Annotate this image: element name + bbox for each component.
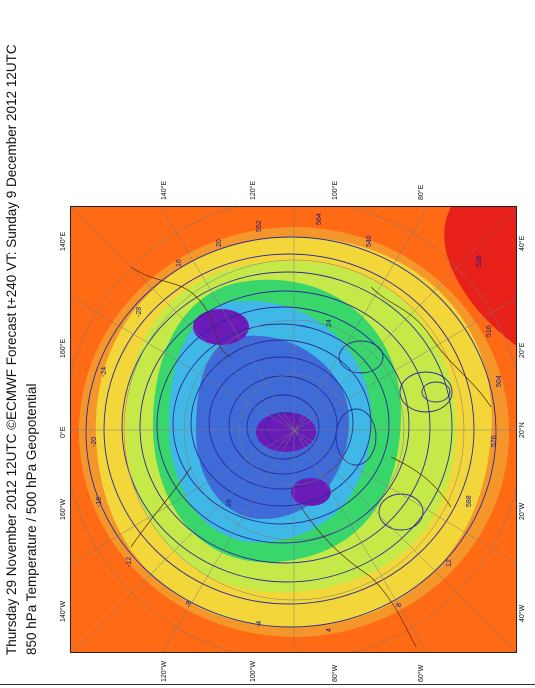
contour-label: -28 — [136, 307, 143, 317]
tick-bottom-3: 80°W — [332, 664, 339, 682]
contour-label: 504 — [496, 375, 503, 387]
coastline-2 — [370, 286, 492, 408]
tick-right-5: 40°W — [519, 604, 526, 622]
tick-bottom-4: 60°W — [418, 664, 425, 682]
tick-top-2: 120°E — [250, 180, 257, 200]
contour-label: -4 — [256, 621, 263, 627]
contour-label: 28 — [226, 499, 233, 507]
tick-top-1: 140°E — [161, 180, 168, 200]
contour-3 — [121, 271, 453, 583]
map-canvas: 552 564 540 528 516 504 576 588 12 8 4 -4 -8 -12 -16 -2… — [71, 207, 516, 652]
coastline-1 — [130, 266, 232, 358]
contour-label: 552 — [256, 220, 263, 232]
contour-label: 528 — [476, 255, 483, 267]
graticule — [71, 207, 516, 652]
contour-label: 20 — [216, 239, 223, 247]
contour-labels: 552 564 540 528 516 504 576 588 12 8 4 -4 -8 -12 -16 -2… — [91, 213, 503, 632]
geopotential-contours — [85, 236, 497, 628]
bottom-rule — [0, 684, 535, 685]
coastline-5 — [390, 456, 452, 508]
coastline-4 — [130, 466, 192, 548]
tick-left-4: 160°W — [60, 498, 67, 520]
contour-4 — [139, 290, 431, 564]
contour-2 — [103, 253, 475, 605]
contour-label: 12 — [446, 559, 453, 567]
contour-label: 16 — [176, 259, 183, 267]
contour-label: 516 — [486, 325, 493, 337]
graticule-meridian-8 — [71, 297, 516, 565]
contour-10 — [246, 394, 320, 460]
tick-left-3: 0°E — [60, 426, 67, 438]
tick-bottom-2: 100°W — [250, 660, 257, 682]
temp-field-deep-cold-3 — [291, 478, 331, 506]
tick-left-5: 140°W — [60, 600, 67, 622]
map-title: Thursday 29 November 2012 12UTC ©ECMWF F… — [4, 44, 19, 655]
contour-8 — [208, 356, 354, 490]
contour-5 — [156, 306, 410, 544]
contour-label: -8 — [186, 601, 193, 607]
contour-label: 564 — [316, 213, 323, 225]
map-subtitle: 850 hPa Temperature / 500 hPa Geopotenti… — [24, 383, 39, 655]
temp-field-deep-cold-1 — [193, 309, 249, 345]
title-block: Thursday 29 November 2012 12UTC ©ECMWF F… — [0, 0, 48, 688]
coastlines — [130, 266, 492, 648]
contour-11 — [264, 412, 302, 446]
contour-low-2 — [399, 371, 453, 413]
tick-right-4: 20°W — [519, 502, 526, 520]
contour-label: -24 — [101, 367, 108, 377]
weather-map: 552 564 540 528 516 504 576 588 12 8 4 -4 -8 -12 -16 -2… — [70, 206, 517, 653]
tick-left-1: 140°E — [60, 231, 67, 251]
contour-label: 588 — [466, 495, 473, 507]
contour-label: -20 — [91, 437, 98, 447]
contour-label: 24 — [326, 319, 333, 327]
contour-label: 576 — [491, 435, 498, 447]
tick-right-1: 40°E — [519, 235, 526, 251]
tick-top-4: 80°E — [418, 184, 425, 200]
tick-left-2: 160°E — [60, 338, 67, 358]
contour-1 — [85, 236, 497, 628]
coastline-3 — [300, 506, 417, 648]
contour-low-4 — [335, 408, 377, 466]
contour-label: 4 — [326, 628, 333, 632]
contour-low-1 — [338, 340, 384, 374]
temp-field-extreme — [444, 207, 516, 346]
contour-label: 540 — [366, 235, 373, 247]
tick-bottom-1: 120°W — [161, 660, 168, 682]
contour-label: -12 — [126, 557, 133, 567]
contour-label: 8 — [396, 603, 403, 607]
tick-right-3: 20°N — [519, 422, 526, 438]
contour-low-3 — [421, 381, 451, 403]
temp-field-deep-cold-2 — [256, 412, 316, 452]
contour-6 — [172, 323, 390, 525]
tick-top-3: 100°E — [332, 180, 339, 200]
contour-label: -16 — [96, 497, 103, 507]
contour-7 — [190, 339, 372, 507]
tick-right-2: 20°E — [519, 342, 526, 358]
